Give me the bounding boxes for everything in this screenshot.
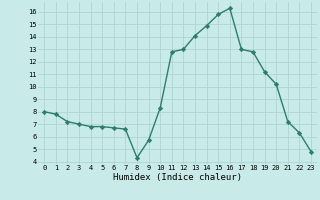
- X-axis label: Humidex (Indice chaleur): Humidex (Indice chaleur): [113, 173, 242, 182]
